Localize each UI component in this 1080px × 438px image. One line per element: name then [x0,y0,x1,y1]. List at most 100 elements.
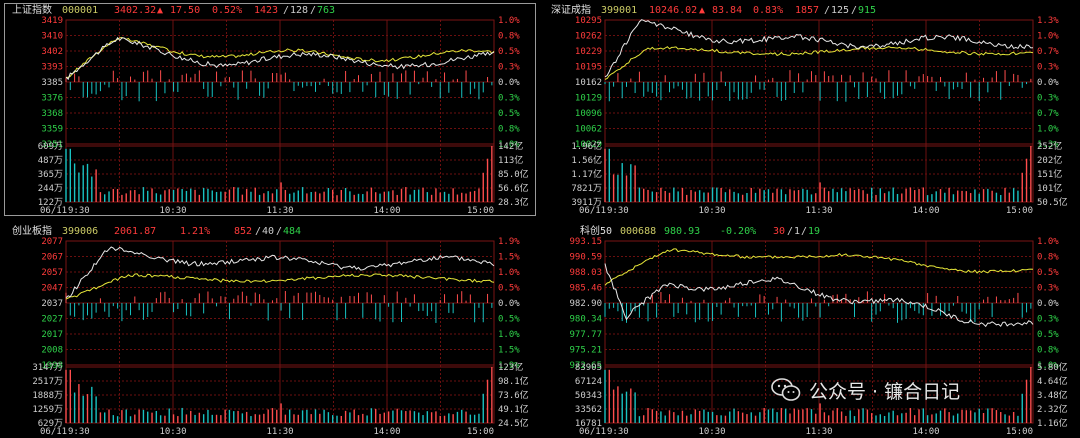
percent-tick-label: 0.5% [498,109,520,119]
index-name[interactable]: 上证指数 [12,5,52,16]
time-tick-label: 14:00 [373,206,400,216]
intraday-chart[interactable]: 993.15 990.59 988.03 985.46 982.90 980.34 977.… [543,224,1075,437]
price-tick-label: 10295 [575,16,602,26]
index-pct: 1.21% [180,226,211,237]
amount-tick-label: 202亿 [1037,154,1062,166]
time-tick-label: 10:30 [159,427,186,437]
price-tick-label: 10229 [575,47,602,57]
price-tick-label: 3410 [41,32,63,42]
price-line [604,263,1034,328]
time-tick-label: 11:30 [805,206,832,216]
price-tick-label: 988.03 [569,268,602,278]
price-line [604,19,1034,78]
volume-tick-label: 33562 [575,405,602,415]
amount-tick-label: 73.6亿 [498,389,529,401]
percent-tick-label: 0.0% [1037,299,1059,309]
average-price-line [604,46,1034,80]
amount-tick-label: 24.5亿 [498,417,529,429]
percent-tick-label: 0.5% [498,315,520,325]
percent-tick-label: 0.3% [1037,315,1059,325]
price-tick-label: 982.90 [569,299,602,309]
price-tick-label: 990.59 [569,253,602,263]
intraday-chart[interactable]: 10295 10262 10229 10195 10162 10129 10096 10062… [543,3,1075,216]
time-tick-label: 9:30 [68,206,90,216]
time-tick-label: 10:30 [698,206,725,216]
volume-bars [604,367,1032,423]
volume-tick-label: 3911万 [571,198,602,208]
volume-tick-label: 7821万 [571,184,602,194]
intraday-chart[interactable]: 2077 2067 2057 2047 2037 2027 2017 2008 1998 1.9%… [4,224,536,437]
amount-tick-label: 50.5亿 [1037,196,1068,208]
percent-tick-label: 0.5% [498,47,520,57]
momentum-bars [65,291,493,323]
chart-panel-star50[interactable]: 科创50 000688 980.93 -0.20% 30 / 1 / 19 99… [543,224,1075,437]
percent-tick-label: 0.5% [1037,268,1059,278]
percent-tick-label: 0.3% [1037,63,1059,73]
average-price-line [65,36,495,79]
price-line [65,36,495,81]
price-tick-label: 2017 [41,330,63,340]
volume-bars [604,146,1032,202]
percent-tick-label: 1.5% [498,253,520,263]
percent-tick-label: 0.7% [1037,47,1059,57]
time-tick-label: 14:00 [912,427,939,437]
time-tick-label: 14:00 [373,427,400,437]
volume-tick-label: 1.96亿 [571,140,602,152]
momentum-bars [604,70,1032,102]
index-change: -0.20% [720,226,757,237]
price-tick-label: 3385 [41,78,63,88]
average-price-line [65,273,495,300]
grid [65,19,495,203]
percent-tick-label: 0.8% [498,32,520,42]
decliners: 484 [283,226,302,237]
time-tick-label: 15:00 [467,206,494,216]
volume-tick-label: 1888万 [32,391,63,401]
price-tick-label: 10029 [575,140,602,150]
time-tick-label: 15:00 [1006,427,1033,437]
price-line [65,246,495,299]
date-label: 06/11 [579,427,606,437]
unchanged: 125 [831,5,850,16]
momentum-bars [65,70,493,102]
index-name[interactable]: 创业板指 [12,226,52,237]
index-code: 000001 [62,5,99,16]
volume-tick-label: 1.17亿 [571,168,602,180]
time-tick-label: 9:30 [68,427,90,437]
index-price: 980.93 [664,226,701,237]
volume-tick-label: 50343 [575,391,602,401]
percent-tick-label: 0.8% [1037,346,1059,356]
chart-panel-shenzhen[interactable]: 深证成指 399001 10246.02 ▲ 83.84 0.83% 1857 … [543,3,1075,216]
percent-tick-label: 0.0% [498,78,520,88]
percent-tick-label: 0.0% [1037,78,1059,88]
price-tick-label: 10162 [575,78,602,88]
amount-tick-label: 3.48亿 [1037,389,1068,401]
time-tick-label: 14:00 [912,206,939,216]
percent-tick-label: 1.3% [1037,140,1059,150]
index-name[interactable]: 深证成指 [551,5,591,16]
amount-tick-label: 28.3亿 [498,196,529,208]
volume-tick-label: 244万 [38,184,63,194]
intraday-chart[interactable]: 3419 3410 3402 3393 3385 3376 3368 3359 3351 1.0%… [4,3,536,216]
amount-tick-label: 101亿 [1037,182,1062,194]
chart-panel-shanghai[interactable]: 上证指数 000001 3402.32 ▲ 17.50 0.52% 1423 /… [4,3,536,216]
percent-tick-label: 0.3% [498,63,520,73]
amount-tick-label: 56.6亿 [498,182,529,194]
date-label: 06/11 [40,206,67,216]
index-code: 000688 [620,226,657,237]
price-tick-label: 1998 [41,361,63,371]
percent-tick-label: 1.0% [498,268,520,278]
index-code: 399006 [62,226,99,237]
percent-tick-label: 0.3% [1037,284,1059,294]
price-tick-label: 972.65 [569,361,602,371]
percent-tick-label: 0.5% [1037,330,1059,340]
index-name[interactable]: 科创50 [580,226,613,237]
price-tick-label: 3419 [41,16,63,26]
percent-tick-label: 1.0% [1037,125,1059,135]
price-tick-label: 10195 [575,63,602,73]
price-tick-label: 3376 [41,94,63,104]
time-tick-label: 11:30 [266,427,293,437]
price-tick-label: 977.77 [569,330,602,340]
quote-header: 创业板指 399006 2061.87 1.21% 852 / 40 / 484 [12,226,302,237]
percent-tick-label: 1.0% [1037,361,1059,371]
chart-panel-chinext[interactable]: 创业板指 399006 2061.87 1.21% 852 / 40 / 484… [4,224,536,437]
